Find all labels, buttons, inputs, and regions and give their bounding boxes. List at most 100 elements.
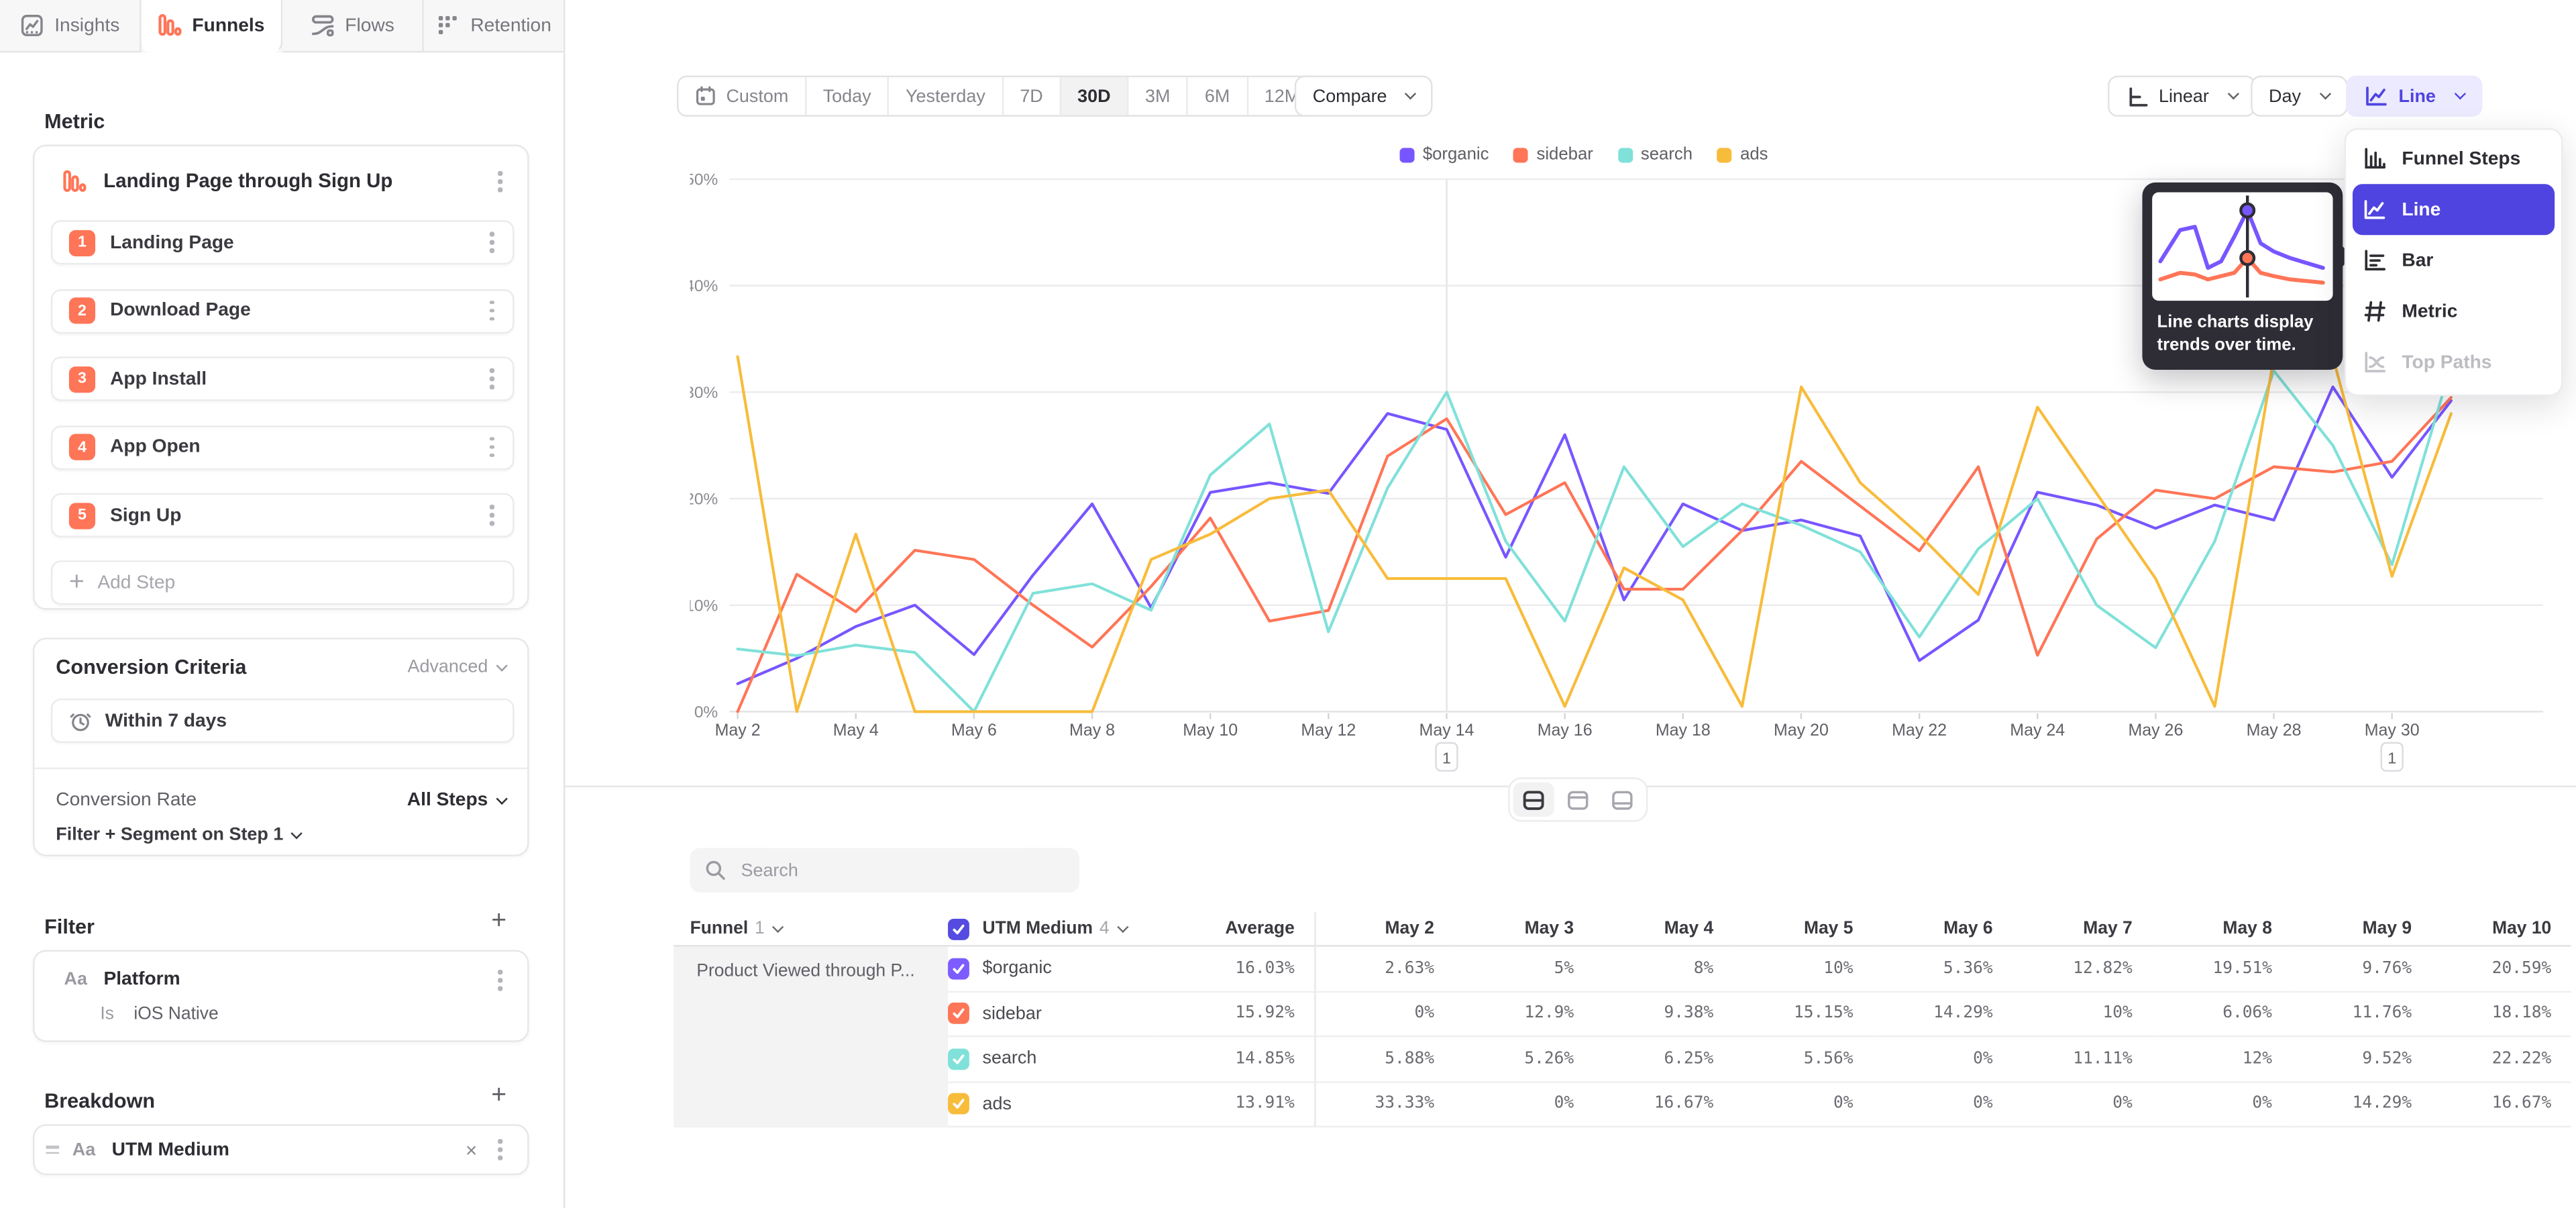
day-column-header[interactable]: May 8 xyxy=(2152,912,2292,946)
range-30d[interactable]: 30D xyxy=(1061,77,1129,115)
menu-item-top-paths[interactable]: Top Paths xyxy=(2346,337,2561,388)
filter-segment-dropdown[interactable]: Filter + Segment on Step 1 xyxy=(56,825,301,844)
day-value: 19.51% xyxy=(2152,947,2292,992)
day-value: 16.67% xyxy=(1594,1083,1733,1127)
x-tick-label: May 20 xyxy=(1774,721,1829,740)
segment-row-$organic[interactable]: $organic xyxy=(948,947,1157,992)
row-checkbox[interactable] xyxy=(948,1048,969,1070)
tab-retention[interactable]: Retention xyxy=(424,0,566,52)
funnel-step-3[interactable]: 3App Install xyxy=(51,356,515,401)
menu-item-metric[interactable]: Metric xyxy=(2346,286,2561,337)
add-step-button[interactable]: + Add Step xyxy=(51,560,515,605)
metric-card: Landing Page through Sign Up 1Landing Pa… xyxy=(33,145,529,610)
range-3m[interactable]: 3M xyxy=(1129,77,1189,115)
row-checkbox[interactable] xyxy=(948,1003,969,1024)
range-today[interactable]: Today xyxy=(806,77,889,115)
funnel-step-5[interactable]: 5Sign Up xyxy=(51,493,515,538)
filter-value[interactable]: iOS Native xyxy=(133,1004,218,1023)
menu-item-bar[interactable]: Bar xyxy=(2346,235,2561,286)
legend-item-sidebar[interactable]: sidebar xyxy=(1513,145,1593,164)
funnel-cell[interactable]: Product Viewed through P... xyxy=(674,947,948,1127)
day-value: 9.38% xyxy=(1594,992,1733,1037)
tab-insights[interactable]: Insights xyxy=(0,0,142,52)
day-header-label: May 9 xyxy=(2363,919,2412,938)
step-menu-button[interactable] xyxy=(485,295,499,326)
panel-bottom-icon xyxy=(1611,790,1633,809)
legend-label: $organic xyxy=(1423,145,1489,164)
add-filter-button[interactable]: + xyxy=(491,907,506,937)
segment-row-ads[interactable]: ads xyxy=(948,1083,1157,1127)
range-yesterday[interactable]: Yesterday xyxy=(890,77,1004,115)
legend-item-search[interactable]: search xyxy=(1618,145,1693,164)
tab-label: Flows xyxy=(345,15,394,35)
breakdown-heading: Breakdown xyxy=(44,1090,155,1113)
day-column-header[interactable]: May 9 xyxy=(2292,912,2431,946)
day-column-header[interactable]: May 7 xyxy=(2012,912,2152,946)
day-value: 10% xyxy=(2012,992,2152,1037)
drag-handle-icon[interactable] xyxy=(46,1146,60,1154)
layout-toggle-panel-top[interactable] xyxy=(1558,783,1599,817)
tab-funnels[interactable]: Funnels xyxy=(142,0,283,52)
menu-item-funnel-steps[interactable]: Funnel Steps xyxy=(2346,133,2561,184)
legend-item-ads[interactable]: ads xyxy=(1717,145,1768,164)
day-column-header[interactable]: May 5 xyxy=(1733,912,1873,946)
average-column-header[interactable]: Average xyxy=(1157,912,1314,946)
breakdown-property[interactable]: UTM Medium xyxy=(112,1140,466,1159)
insights-icon xyxy=(20,13,45,38)
day-column-header[interactable]: May 4 xyxy=(1594,912,1733,946)
range-7d[interactable]: 7D xyxy=(1004,77,1061,115)
conversion-rate-dropdown[interactable]: All Steps xyxy=(407,791,506,810)
funnel-step-2[interactable]: 2Download Page xyxy=(51,289,515,333)
average-value: 16.03% xyxy=(1157,947,1314,992)
step-menu-button[interactable] xyxy=(485,500,499,531)
segment-row-search[interactable]: search xyxy=(948,1037,1157,1082)
funnel-column-header[interactable]: Funnel1 xyxy=(674,912,948,946)
range-6m[interactable]: 6M xyxy=(1188,77,1248,115)
step-menu-button[interactable] xyxy=(485,363,499,394)
step-menu-button[interactable] xyxy=(485,227,499,258)
filter-operator[interactable]: Is xyxy=(100,1004,114,1023)
line-chart-icon xyxy=(2364,84,2389,109)
day-column-header[interactable]: May 3 xyxy=(1454,912,1593,946)
range-custom[interactable]: Custom xyxy=(678,77,806,115)
search-input[interactable] xyxy=(738,859,1065,882)
plus-icon: + xyxy=(69,568,85,597)
scale-dropdown[interactable]: Linear xyxy=(2108,76,2255,117)
conversion-window-button[interactable]: Within 7 days xyxy=(51,699,515,743)
row-checkbox[interactable] xyxy=(948,958,969,979)
app-window: InsightsFunnels Flows Retention Metric Lan… xyxy=(0,0,2576,1208)
funnel-step-4[interactable]: 4App Open xyxy=(51,425,515,469)
segment-row-sidebar[interactable]: sidebar xyxy=(948,992,1157,1037)
legend-swatch xyxy=(1717,147,1732,162)
day-column-header[interactable]: May 6 xyxy=(1873,912,2012,946)
chevron-down-icon xyxy=(291,827,303,838)
day-value: 2.63% xyxy=(1314,947,1454,992)
tab-flows[interactable]: Flows xyxy=(282,0,424,52)
layout-toggle-panel-bottom[interactable] xyxy=(1602,783,1643,817)
filter-property[interactable]: Platform xyxy=(103,970,493,990)
step-menu-button[interactable] xyxy=(485,432,499,462)
advanced-dropdown[interactable]: Advanced xyxy=(408,658,506,677)
day-column-header[interactable]: May 2 xyxy=(1314,912,1454,946)
menu-item-line[interactable]: Line xyxy=(2353,184,2555,235)
legend-label: sidebar xyxy=(1536,145,1593,164)
panel-top-icon xyxy=(1567,790,1589,809)
row-checkbox[interactable] xyxy=(948,1093,969,1115)
granularity-dropdown[interactable]: Day xyxy=(2251,76,2347,117)
segment-column-header[interactable]: UTM Medium4 xyxy=(948,912,1157,946)
funnel-step-1[interactable]: 1Landing Page xyxy=(51,220,515,264)
layout-toggle-split-horizontal[interactable] xyxy=(1513,783,1554,817)
segment-checkbox[interactable] xyxy=(948,918,969,940)
chart-type-dropdown[interactable]: Line xyxy=(2346,76,2481,117)
remove-breakdown-icon[interactable]: × xyxy=(466,1138,477,1161)
day-column-header[interactable]: May 10 xyxy=(2431,912,2571,946)
compare-button[interactable]: Compare xyxy=(1295,76,1433,117)
breakdown-menu-button[interactable] xyxy=(494,1134,508,1165)
row-label: $organic xyxy=(982,958,1051,978)
funnel-menu-button[interactable] xyxy=(494,166,508,197)
filter-menu-button[interactable] xyxy=(494,965,508,996)
add-breakdown-button[interactable]: + xyxy=(491,1081,506,1111)
split-horizontal-icon xyxy=(1523,790,1544,809)
day-value: 22.22% xyxy=(2431,1037,2571,1082)
legend-item-$organic[interactable]: $organic xyxy=(1400,145,1489,164)
